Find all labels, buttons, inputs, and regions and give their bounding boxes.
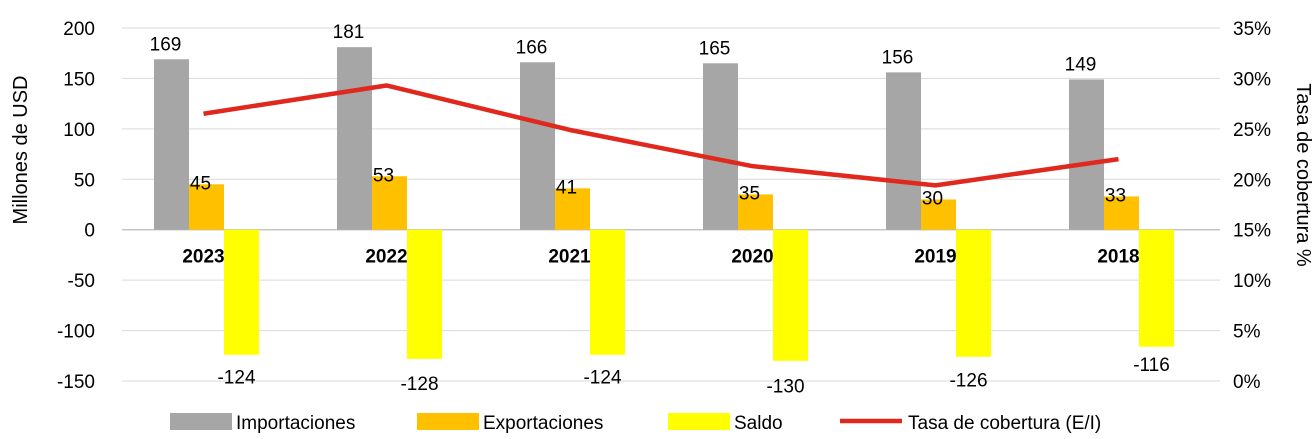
bar-importaciones	[886, 72, 921, 230]
legend-swatch-exportaciones	[417, 413, 479, 430]
y-axis-title: Millones de USD	[10, 76, 32, 225]
y2-tick-label: 25%	[1233, 120, 1271, 141]
y-tick-label: -150	[57, 372, 95, 393]
bar-saldo	[773, 229, 808, 361]
y2-axis-title: Tasa de cobertura %	[1292, 83, 1314, 267]
legend-label-exportaciones: Exportaciones	[483, 413, 603, 434]
bar-saldo	[1139, 229, 1174, 347]
bar-saldo	[224, 229, 259, 355]
bar-exportaciones	[189, 184, 224, 230]
bar-importaciones	[154, 59, 189, 230]
data-label-saldo: -124	[217, 367, 255, 388]
category-label: 2023	[182, 247, 224, 268]
y2-tick-label: 0%	[1233, 372, 1261, 393]
category-label: 2019	[914, 247, 956, 268]
y-tick-label: 200	[63, 19, 95, 40]
y2-tick-label: 35%	[1233, 19, 1271, 40]
data-label-exportaciones: 33	[1105, 185, 1126, 206]
bar-importaciones	[337, 47, 372, 230]
y-tick-label: 50	[74, 170, 95, 191]
legend-label-tasa-de-cobertura-e-i: Tasa de cobertura (E/I)	[908, 413, 1101, 434]
data-labels: 169 45 -124 2023 181 53 -128 2022 166 41 -124 2021 1…	[150, 22, 1170, 397]
legend-swatch-importaciones	[170, 413, 232, 430]
bar-saldo	[407, 229, 442, 359]
legend-label-importaciones: Importaciones	[236, 413, 355, 434]
bar-saldo	[956, 229, 991, 357]
data-label-saldo: -128	[400, 374, 438, 395]
bar-importaciones	[520, 62, 555, 230]
y2-tick-label: 5%	[1233, 322, 1261, 343]
y-tick-label: 0	[84, 221, 95, 242]
coverage-line-layer	[203, 83, 1119, 188]
data-label-exportaciones: 41	[556, 177, 577, 198]
category-label: 2021	[548, 247, 591, 268]
data-label-importaciones: 166	[516, 37, 548, 58]
legend-label-saldo: Saldo	[734, 413, 783, 434]
y-tick-label: 150	[63, 69, 95, 90]
data-label-importaciones: 169	[150, 34, 182, 55]
category-label: 2020	[731, 247, 773, 268]
bars	[154, 47, 1174, 361]
line-tasa-de-cobertura	[203, 83, 1119, 188]
category-label: 2022	[365, 247, 407, 268]
y2-tick-label: 10%	[1233, 271, 1271, 292]
data-label-exportaciones: 45	[190, 173, 211, 194]
data-label-importaciones: 181	[333, 22, 365, 43]
data-label-saldo: -126	[949, 370, 987, 391]
bar-exportaciones	[1104, 196, 1139, 230]
bar-saldo	[590, 229, 625, 355]
bar-exportaciones	[555, 188, 590, 230]
data-label-saldo: -116	[1133, 355, 1170, 376]
y2-tick-label: 15%	[1233, 221, 1271, 242]
gridlines	[122, 27, 1220, 382]
y-tick-label: 100	[63, 120, 95, 141]
data-label-saldo: -130	[766, 376, 804, 397]
y2-tick-label: 20%	[1233, 170, 1271, 191]
legend-swatch-saldo	[668, 413, 730, 430]
data-label-saldo: -124	[583, 367, 621, 388]
axis-ticks: 200 150 100 50 0 -50 -100 -150 35% 30% 25% 20% 15% 10…	[57, 19, 1271, 393]
bar-importaciones	[1069, 79, 1104, 230]
data-label-exportaciones: 30	[922, 188, 943, 209]
data-label-importaciones: 165	[699, 38, 731, 59]
data-label-exportaciones: 35	[739, 183, 760, 204]
y-tick-label: -100	[57, 322, 95, 343]
bar-importaciones	[703, 63, 738, 230]
bar-exportaciones	[372, 176, 407, 230]
y-tick-label: -50	[68, 271, 95, 292]
legend: Importaciones Exportaciones Saldo Tasa de c…	[170, 413, 1101, 434]
data-label-importaciones: 156	[882, 47, 914, 68]
bar-exportaciones	[738, 194, 773, 230]
data-label-exportaciones: 53	[373, 165, 394, 186]
bar-exportaciones	[921, 199, 956, 230]
y2-tick-label: 30%	[1233, 69, 1271, 90]
data-label-importaciones: 149	[1065, 54, 1097, 75]
category-label: 2018	[1097, 247, 1139, 268]
